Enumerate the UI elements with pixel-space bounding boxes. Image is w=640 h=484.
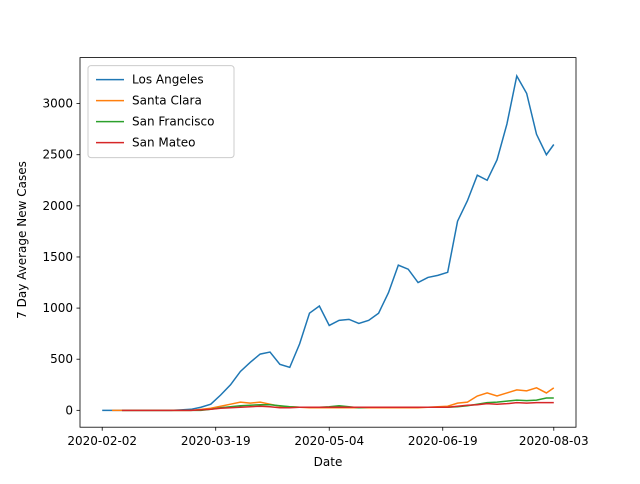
y-tick-label: 1000	[42, 301, 73, 315]
legend-box	[87, 65, 235, 159]
y-tick-label: 2000	[42, 199, 73, 213]
legend-label: San Francisco	[132, 115, 214, 129]
legend-label: Los Angeles	[132, 73, 204, 87]
plot-frame	[79, 57, 577, 428]
y-axis-label: 7 Day Average New Cases	[15, 161, 29, 319]
x-tick-label: 2020-08-03	[519, 434, 589, 448]
legend: Los Angeles Santa Clara San Francisco San M…	[87, 65, 235, 159]
y-tick-label: 500	[50, 352, 73, 366]
x-tick-label: 2020-06-19	[408, 434, 478, 448]
legend-label: Santa Clara	[132, 94, 202, 108]
x-tick-label: 2020-03-19	[181, 434, 251, 448]
x-tick-label: 2020-02-02	[67, 434, 137, 448]
x-axis-label: Date	[314, 455, 343, 469]
legend-label: San Mateo	[132, 136, 196, 150]
y-tick-label: 0	[65, 403, 73, 417]
x-tick-label: 2020-05-04	[294, 434, 364, 448]
series-line	[121, 401, 554, 412]
y-tick-label: 2500	[42, 148, 73, 162]
y-tick-label: 3000	[42, 97, 73, 111]
y-tick-label: 1500	[42, 250, 73, 264]
